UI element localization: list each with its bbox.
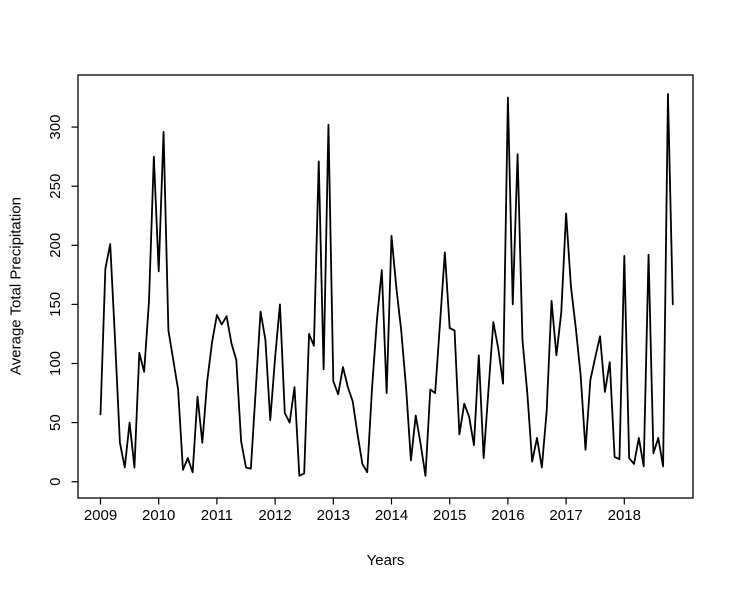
x-tick-label: 2011: [201, 507, 233, 524]
plot-border: [77, 74, 694, 499]
x-axis-title: Years: [366, 552, 405, 569]
x-tick-label: 2014: [375, 507, 408, 524]
precipitation-line-series: [99, 93, 674, 477]
x-tick-label: 2009: [84, 507, 117, 524]
x-tick-label: 2013: [317, 507, 350, 524]
y-tick-label: 0: [47, 478, 64, 486]
y-tick-label: 50: [47, 414, 64, 431]
y-tick-label: 200: [47, 233, 64, 258]
x-tick-label: 2010: [142, 507, 175, 524]
x-tick-label: 2016: [491, 507, 524, 524]
x-tick-label: 2017: [549, 507, 582, 524]
x-tick-label: 2012: [258, 507, 291, 524]
y-axis-title: Average Total Precipitation: [7, 197, 25, 375]
y-tick-label: 250: [47, 174, 64, 199]
y-tick-label: 150: [47, 292, 64, 317]
y-tick-label: 300: [47, 115, 64, 140]
y-tick-label: 100: [47, 351, 64, 376]
x-tick-label: 2018: [608, 507, 641, 524]
x-tick-label: 2015: [433, 507, 466, 524]
